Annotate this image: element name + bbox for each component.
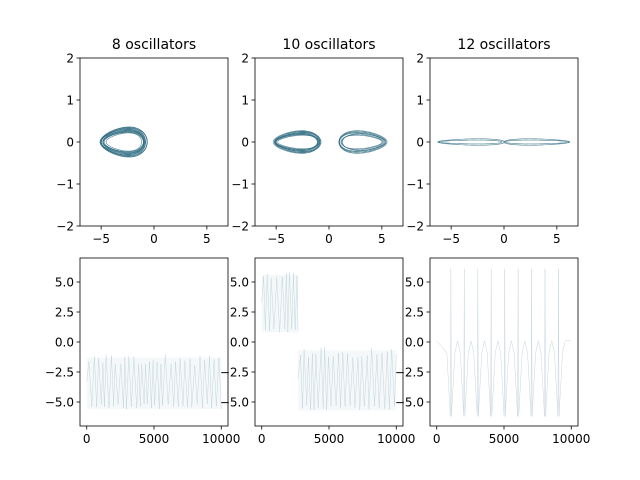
series-1 <box>99 126 148 158</box>
y-tick-label: −2 <box>56 220 74 234</box>
y-tick-label: 2 <box>241 52 249 66</box>
subplot-4: 0 5000 10000 −5.0 −2.5 0.0 2.5 5.0 <box>45 257 240 446</box>
series-2 <box>297 346 397 411</box>
y-tick-label: 5.0 <box>405 276 424 290</box>
x-tick-label: 10000 <box>552 432 590 446</box>
x-tick-label: 5000 <box>139 432 170 446</box>
axes-frame <box>79 57 229 227</box>
x-tick-label: 0 <box>258 432 266 446</box>
y-tick-label: 1 <box>416 94 424 108</box>
y-tick-label: 5.0 <box>230 276 249 290</box>
signal-line <box>86 354 222 410</box>
plot-area <box>86 354 222 410</box>
y-tick-label: −1 <box>406 178 424 192</box>
signal-line <box>297 346 397 410</box>
y-tick-label: −5.0 <box>395 396 424 410</box>
y-tick-label: −1 <box>56 178 74 192</box>
y-tick-label: 1 <box>241 94 249 108</box>
x-tick-label: −5 <box>267 232 285 246</box>
x-tick-label: 0 <box>83 432 91 446</box>
orbit-line <box>340 134 383 150</box>
orbit-line <box>100 127 148 157</box>
y-tick-label: 0 <box>66 136 74 150</box>
orbit-line <box>338 131 387 153</box>
subplot-3: −5 0 5 −2 −1 0 1 2 12 oscillators <box>406 37 579 246</box>
x-tick-label: 5 <box>203 232 211 246</box>
y-tick-label: −2.5 <box>220 366 249 380</box>
y-tick-label: 0 <box>416 136 424 150</box>
series-1 <box>437 138 505 146</box>
signal-line <box>261 272 299 333</box>
orbit-line <box>103 131 144 153</box>
x-tick-label: 0 <box>325 232 333 246</box>
y-tick-label: −5.0 <box>220 396 249 410</box>
signal-line <box>436 268 572 417</box>
y-tick-label: −1 <box>231 178 249 192</box>
plot-area <box>272 130 388 154</box>
subplot-2: −5 0 5 −2 −1 0 1 2 10 oscillators <box>231 37 404 246</box>
orbit-line <box>341 134 384 150</box>
y-tick-label: −2 <box>406 220 424 234</box>
series-1 <box>272 130 322 154</box>
x-tick-label: 0 <box>433 432 441 446</box>
orbit-line <box>100 127 146 157</box>
plot-area <box>436 268 572 417</box>
y-tick-label: −2 <box>231 220 249 234</box>
y-tick-label: 5.0 <box>55 276 74 290</box>
x-tick-label: −5 <box>442 232 460 246</box>
y-tick-label: 0.0 <box>230 336 249 350</box>
orbit-line <box>504 139 570 145</box>
orbit-line <box>103 131 145 153</box>
series-1 <box>261 272 299 333</box>
subplot-title: 10 oscillators <box>282 37 375 53</box>
y-tick-label: −2.5 <box>45 366 74 380</box>
y-tick-label: −5.0 <box>45 396 74 410</box>
orbit-line <box>503 138 571 146</box>
plot-area <box>99 126 148 158</box>
subplot-title: 8 oscillators <box>112 37 196 53</box>
plot-area <box>261 272 397 411</box>
series-2 <box>503 138 571 146</box>
y-tick-label: 2.5 <box>405 306 424 320</box>
orbit-line <box>338 130 388 154</box>
y-tick-label: 2 <box>416 52 424 66</box>
y-tick-label: 0.0 <box>405 336 424 350</box>
y-tick-label: 2.5 <box>55 306 74 320</box>
y-tick-label: −2.5 <box>395 366 424 380</box>
x-tick-label: 0 <box>500 232 508 246</box>
x-tick-label: 5000 <box>489 432 520 446</box>
subplot-title: 12 oscillators <box>457 37 550 53</box>
x-tick-label: 5 <box>553 232 561 246</box>
orbit-line <box>99 126 148 158</box>
axes-frame <box>254 257 404 427</box>
x-tick-label: 10000 <box>377 432 415 446</box>
axes-frame <box>254 57 404 227</box>
series-1 <box>436 268 572 417</box>
x-tick-label: 10000 <box>202 432 240 446</box>
subplot-5: 0 5000 10000 −5.0 −2.5 0.0 2.5 5.0 <box>220 257 415 446</box>
plot-area <box>437 138 571 146</box>
series-2 <box>338 130 388 154</box>
y-tick-label: 0 <box>241 136 249 150</box>
series-1 <box>86 354 222 410</box>
orbit-line <box>438 139 503 145</box>
orbit-line <box>272 130 320 154</box>
orbit-line <box>437 138 505 146</box>
y-tick-label: 0.0 <box>55 336 74 350</box>
x-tick-label: 0 <box>150 232 158 246</box>
y-tick-label: 2.5 <box>230 306 249 320</box>
subplot-6: 0 5000 10000 −5.0 −2.5 0.0 2.5 5.0 <box>395 257 590 446</box>
y-tick-label: 2 <box>66 52 74 66</box>
orbit-line <box>274 132 321 152</box>
x-tick-label: 5 <box>378 232 386 246</box>
x-tick-label: −5 <box>92 232 110 246</box>
y-tick-label: 1 <box>66 94 74 108</box>
subplot-1: −5 0 5 −2 −1 0 1 2 8 oscillators <box>56 37 229 246</box>
x-tick-label: 5000 <box>314 432 345 446</box>
